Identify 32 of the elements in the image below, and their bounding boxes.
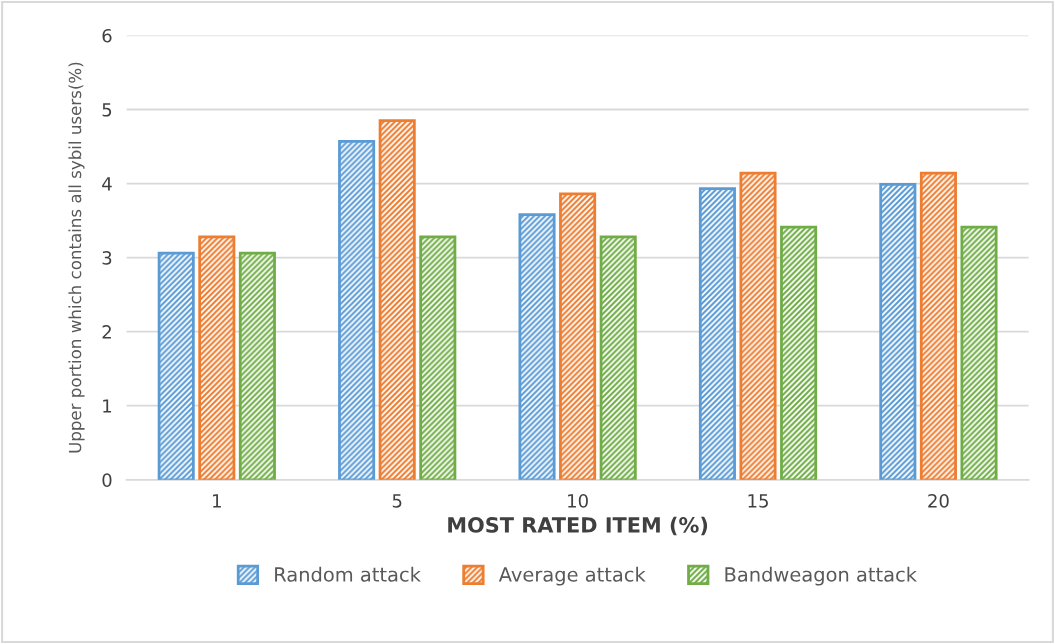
bar [599, 235, 637, 480]
bar [919, 171, 957, 480]
x-tick-label: 15 [748, 494, 768, 508]
y-tick-label: 4 [102, 177, 112, 191]
y-tick-label: 6 [102, 28, 112, 43]
bar [739, 171, 777, 480]
bar [518, 213, 556, 480]
bar [559, 192, 597, 480]
x-axis-title: MOST RATED ITEM (%) [448, 516, 708, 536]
x-tick-label: 10 [568, 493, 588, 508]
bar [378, 119, 416, 480]
x-tick-label: 1 [213, 494, 221, 508]
bar [198, 235, 236, 480]
x-tick-label: 20 [928, 493, 949, 508]
bar [238, 251, 276, 480]
bar [338, 139, 376, 480]
y-tick-label: 1 [103, 399, 112, 413]
bar [780, 225, 818, 480]
y-tick-label: 3 [102, 251, 112, 265]
legend-label: Bandweagon attack [725, 566, 917, 586]
bar [960, 225, 998, 480]
bar [879, 182, 917, 480]
y-tick-label: 5 [102, 103, 112, 117]
legend-label: Random attack [275, 566, 421, 582]
bar [157, 251, 195, 480]
y-axis-title: Upper portion which contains all sybil users(%) [68, 62, 85, 453]
x-tick-label: 5 [392, 494, 402, 508]
bar [419, 235, 457, 480]
legend-label: Average attack [498, 566, 646, 586]
y-tick-label: 0 [102, 473, 112, 487]
y-tick-label: 2 [102, 325, 111, 339]
bar [698, 187, 736, 480]
